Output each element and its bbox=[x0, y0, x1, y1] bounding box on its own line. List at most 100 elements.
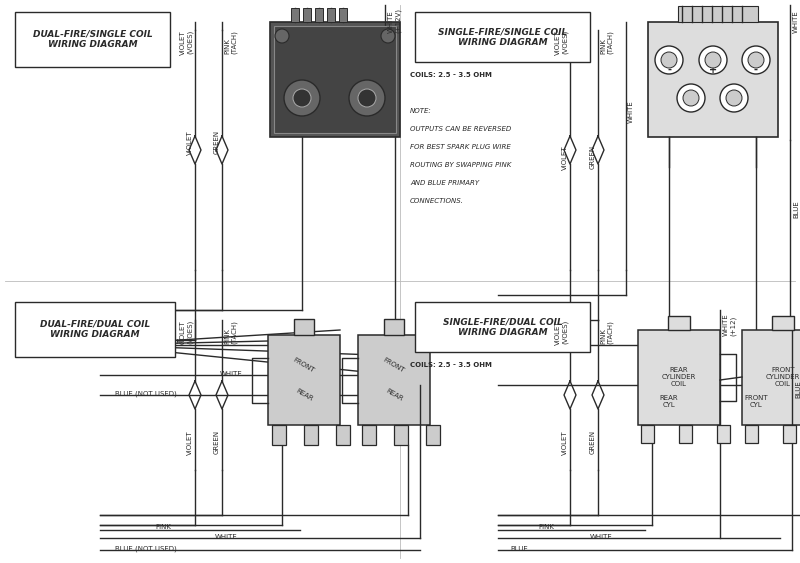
Bar bbox=[641, 425, 654, 443]
Text: DUAL-FIRE/DUAL COIL
WIRING DIAGRAM: DUAL-FIRE/DUAL COIL WIRING DIAGRAM bbox=[40, 320, 150, 339]
Text: WHITE
(+12V): WHITE (+12V) bbox=[388, 8, 402, 33]
Circle shape bbox=[661, 52, 677, 68]
Bar bbox=[384, 319, 404, 335]
Circle shape bbox=[358, 89, 376, 107]
Text: VIOLET
(VOES): VIOLET (VOES) bbox=[554, 320, 568, 345]
Circle shape bbox=[349, 80, 385, 116]
Bar bbox=[327, 8, 335, 22]
Bar bbox=[274, 26, 396, 133]
Text: WHITE
(+12V): WHITE (+12V) bbox=[793, 8, 800, 33]
Text: SINGLE-FIRE/SINGLE COIL
WIRING DIAGRAM: SINGLE-FIRE/SINGLE COIL WIRING DIAGRAM bbox=[438, 27, 567, 47]
Text: GREEN: GREEN bbox=[590, 430, 596, 454]
Text: AND BLUE PRIMARY: AND BLUE PRIMARY bbox=[410, 180, 479, 186]
Text: REAR
CYL: REAR CYL bbox=[660, 395, 678, 408]
Bar bbox=[783, 425, 796, 443]
Circle shape bbox=[284, 80, 320, 116]
Circle shape bbox=[705, 52, 721, 68]
Circle shape bbox=[677, 84, 705, 112]
Bar bbox=[638, 330, 720, 425]
Text: WHITE: WHITE bbox=[220, 371, 242, 377]
Text: PINK
(TACH): PINK (TACH) bbox=[600, 30, 614, 54]
Text: SINGLE-FIRE/DUAL COIL
WIRING DIAGRAM: SINGLE-FIRE/DUAL COIL WIRING DIAGRAM bbox=[442, 318, 562, 337]
Text: WHITE: WHITE bbox=[215, 534, 238, 540]
Text: PINK
(TACH): PINK (TACH) bbox=[600, 320, 614, 344]
Text: VIOLET
(VOES): VIOLET (VOES) bbox=[554, 30, 568, 55]
Bar bbox=[358, 335, 430, 425]
Bar bbox=[679, 425, 692, 443]
Bar bbox=[272, 425, 286, 445]
Text: WHITE
(+12): WHITE (+12) bbox=[723, 313, 737, 336]
Bar bbox=[415, 302, 590, 352]
Bar bbox=[745, 425, 758, 443]
Bar bbox=[339, 8, 347, 22]
Bar bbox=[717, 425, 730, 443]
Text: BLUE (NOT USED): BLUE (NOT USED) bbox=[115, 391, 177, 397]
Circle shape bbox=[381, 29, 395, 43]
Bar bbox=[426, 425, 440, 445]
Text: FRONT
CYLINDER
COIL: FRONT CYLINDER COIL bbox=[766, 367, 800, 387]
Bar bbox=[648, 22, 778, 137]
Text: WHITE: WHITE bbox=[590, 534, 613, 540]
Bar bbox=[668, 316, 690, 330]
Bar bbox=[303, 8, 311, 22]
Text: FRONT: FRONT bbox=[382, 356, 406, 373]
Text: REAR: REAR bbox=[385, 388, 403, 402]
Bar bbox=[15, 12, 170, 67]
Text: COILS: 2.5 - 3.5 OHM: COILS: 2.5 - 3.5 OHM bbox=[410, 362, 492, 368]
Text: PINK: PINK bbox=[530, 341, 546, 347]
Text: VIOLET: VIOLET bbox=[187, 130, 193, 155]
Text: CONNECTIONS.: CONNECTIONS. bbox=[410, 198, 464, 204]
Text: VIOLET: VIOLET bbox=[562, 430, 568, 455]
Bar bbox=[394, 425, 408, 445]
Text: ROUTING BY SWAPPING PINK: ROUTING BY SWAPPING PINK bbox=[410, 162, 511, 168]
Bar bbox=[742, 330, 800, 425]
Text: NOTE:: NOTE: bbox=[410, 108, 432, 114]
Circle shape bbox=[683, 90, 699, 106]
Text: BLUE (NOT USED): BLUE (NOT USED) bbox=[115, 546, 177, 552]
Text: PINK
(TACH): PINK (TACH) bbox=[224, 320, 238, 344]
Bar bbox=[772, 316, 794, 330]
Circle shape bbox=[275, 29, 289, 43]
Bar bbox=[362, 425, 376, 445]
Circle shape bbox=[720, 84, 748, 112]
Text: PINK: PINK bbox=[155, 524, 171, 530]
Text: FRONT: FRONT bbox=[292, 356, 316, 373]
Text: BLUE: BLUE bbox=[793, 200, 799, 218]
Text: +: + bbox=[709, 65, 717, 75]
Bar bbox=[415, 12, 590, 62]
Text: COILS: 2.5 - 3.5 OHM: COILS: 2.5 - 3.5 OHM bbox=[410, 72, 492, 78]
Text: VIOLET: VIOLET bbox=[187, 430, 193, 455]
Text: GREEN: GREEN bbox=[590, 145, 596, 169]
Bar bbox=[270, 22, 400, 137]
Text: VIOLET
(VOES): VIOLET (VOES) bbox=[179, 320, 193, 345]
Bar bbox=[336, 425, 350, 445]
Circle shape bbox=[742, 46, 770, 74]
Text: GREEN: GREEN bbox=[214, 130, 220, 154]
Bar bbox=[678, 6, 758, 22]
Text: REAR: REAR bbox=[294, 388, 314, 402]
Text: PINK: PINK bbox=[165, 339, 181, 345]
Bar bbox=[15, 302, 175, 357]
Circle shape bbox=[699, 46, 727, 74]
Text: -: - bbox=[667, 65, 671, 75]
Text: REAR
CYLINDER
COIL: REAR CYLINDER COIL bbox=[662, 367, 696, 387]
Circle shape bbox=[748, 52, 764, 68]
Text: GREEN: GREEN bbox=[214, 430, 220, 454]
Bar bbox=[315, 8, 323, 22]
Bar bbox=[291, 8, 299, 22]
Bar bbox=[268, 335, 340, 425]
Circle shape bbox=[293, 89, 311, 107]
Text: -: - bbox=[754, 65, 758, 75]
Text: VIOLET
(VOES): VIOLET (VOES) bbox=[179, 30, 193, 55]
Text: FOR BEST SPARK PLUG WIRE: FOR BEST SPARK PLUG WIRE bbox=[410, 144, 510, 150]
Text: DUAL-FIRE/SINGLE COIL
WIRING DIAGRAM: DUAL-FIRE/SINGLE COIL WIRING DIAGRAM bbox=[33, 30, 152, 49]
Text: OUTPUTS CAN BE REVERSED: OUTPUTS CAN BE REVERSED bbox=[410, 126, 511, 132]
Text: WHITE: WHITE bbox=[628, 100, 634, 123]
Text: PINK
(TACH): PINK (TACH) bbox=[224, 30, 238, 54]
Text: BLUE: BLUE bbox=[510, 546, 528, 552]
Bar bbox=[294, 319, 314, 335]
Text: VIOLET: VIOLET bbox=[562, 145, 568, 169]
Text: WHITE
(+12): WHITE (+12) bbox=[423, 313, 437, 336]
Circle shape bbox=[655, 46, 683, 74]
Text: BLUE: BLUE bbox=[795, 380, 800, 397]
